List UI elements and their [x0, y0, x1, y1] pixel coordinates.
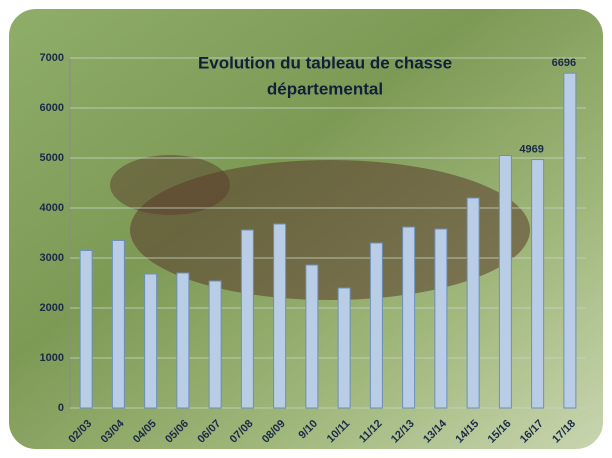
y-tick-label: 4000 — [40, 202, 64, 214]
chart-title: départemental — [267, 79, 383, 98]
bar — [338, 288, 350, 408]
bar — [370, 243, 382, 408]
y-tick-label: 7000 — [40, 52, 64, 64]
bar — [499, 156, 511, 409]
boar-head — [110, 155, 230, 215]
bar — [209, 281, 221, 408]
bar — [532, 160, 544, 408]
bar — [112, 241, 124, 409]
y-tick-label: 3000 — [40, 252, 64, 264]
bar — [306, 265, 318, 408]
bar — [177, 273, 189, 408]
chart: 0 1000 2000 3000 4000 5000 6000 7000 Evolution d… — [0, 0, 612, 458]
y-tick-label: 6000 — [40, 102, 64, 114]
bar — [241, 230, 253, 408]
bar — [80, 251, 92, 409]
bar — [435, 229, 447, 408]
y-tick-label: 2000 — [40, 302, 64, 314]
bar — [145, 274, 157, 408]
bar — [467, 198, 479, 408]
chart-title: Evolution du tableau de chasse — [198, 53, 452, 72]
data-label: 6696 — [552, 57, 576, 69]
data-label: 4969 — [519, 143, 543, 155]
bar — [403, 227, 415, 408]
y-tick-label: 1000 — [40, 352, 64, 364]
y-tick-label: 5000 — [40, 152, 64, 164]
bar — [274, 224, 286, 408]
bar — [564, 73, 576, 408]
y-tick-label: 0 — [58, 402, 64, 414]
